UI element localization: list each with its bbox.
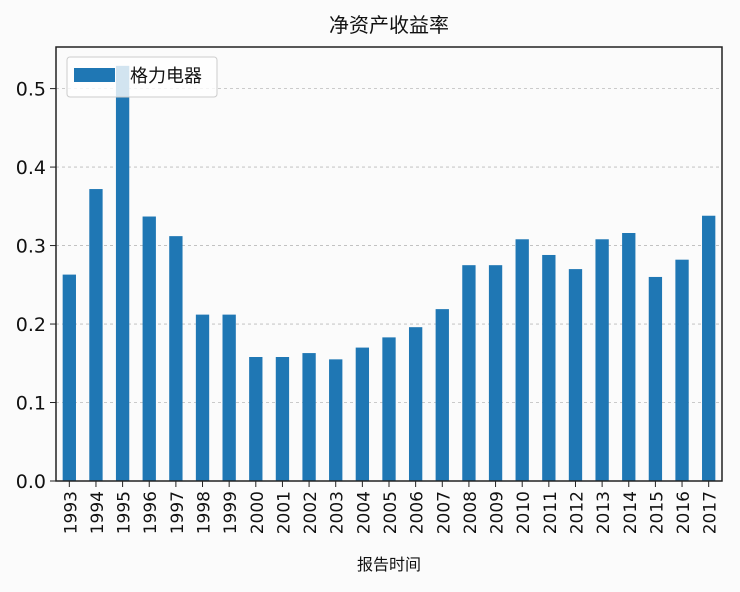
bar-2008 <box>462 265 476 481</box>
bar-2004 <box>355 347 370 481</box>
bar-2014 <box>622 233 636 481</box>
x-tick-label: 2007 <box>434 491 454 534</box>
x-tick-label: 2016 <box>674 491 694 534</box>
y-tick-label: 0.0 <box>16 471 46 493</box>
bar-1999 <box>222 314 236 481</box>
x-tick-label: 1998 <box>195 491 215 534</box>
bar-2012 <box>568 269 583 481</box>
x-tick-label: 2006 <box>408 491 428 534</box>
x-tick-label: 2000 <box>248 491 268 534</box>
x-tick-label: 2005 <box>381 491 401 534</box>
bar-2010 <box>515 239 529 481</box>
plot-frame <box>55 46 723 482</box>
bar-2001 <box>275 357 290 481</box>
legend-box <box>66 56 218 98</box>
bar-2011 <box>542 254 556 481</box>
x-tick-label: 2011 <box>541 491 561 534</box>
bar-2000 <box>249 357 263 481</box>
x-tick-label: 2003 <box>328 491 348 534</box>
legend-label: 格力电器 <box>130 66 202 87</box>
x-tick-label: 2002 <box>301 491 321 534</box>
bars <box>62 65 716 481</box>
x-axis-label: 报告时间 <box>357 555 421 574</box>
bar-1996 <box>142 216 156 481</box>
y-tick-label: 0.5 <box>16 79 46 101</box>
bar-2006 <box>408 327 423 481</box>
x-tick-label: 2008 <box>461 491 481 534</box>
x-tick-label: 2017 <box>701 491 721 534</box>
x-tick-label: 1999 <box>221 491 241 534</box>
x-tick-label: 1997 <box>168 491 188 534</box>
y-tick-label: 0.2 <box>16 314 46 336</box>
bar-2005 <box>382 337 396 481</box>
x-tick-label: 2013 <box>594 491 614 534</box>
legend: 格力电器 <box>66 56 218 98</box>
x-tick-label: 2004 <box>354 491 374 534</box>
x-tick-label: 1996 <box>141 491 161 534</box>
bar-1997 <box>169 236 183 481</box>
bar-2013 <box>595 239 609 481</box>
bar-2002 <box>302 353 316 481</box>
x-tick-label: 2015 <box>647 491 667 534</box>
x-tick-label: 1993 <box>61 491 81 534</box>
x-tick-label: 2010 <box>514 491 534 534</box>
x-tick-label: 2009 <box>488 491 508 534</box>
chart-title: 净资产收益率 <box>329 13 449 37</box>
bar-2009 <box>488 265 503 481</box>
y-tick-label: 0.1 <box>16 393 46 415</box>
axes: 0.0 0.1 0.2 0.3 0.4 0.5 1993 1994 1995 1996 1997 19… <box>16 46 723 534</box>
x-tick-label: 2012 <box>567 491 587 534</box>
bar-1993 <box>62 274 76 481</box>
bar-2016 <box>675 259 689 481</box>
x-tick-label: 2014 <box>621 491 641 534</box>
x-tick-label: 2001 <box>274 491 294 534</box>
bar-1998 <box>195 314 210 481</box>
bar-2007 <box>435 309 449 481</box>
legend-swatch <box>74 68 115 82</box>
bar-1995 <box>115 65 130 481</box>
bar-2017 <box>702 215 716 481</box>
y-tick-label: 0.3 <box>16 236 46 258</box>
bar-2015 <box>648 276 663 481</box>
x-tick-label: 1995 <box>115 491 135 534</box>
bar-1994 <box>89 189 103 481</box>
bar-2003 <box>329 359 343 481</box>
x-tick-label: 1994 <box>88 491 108 534</box>
y-tick-label: 0.4 <box>16 157 46 179</box>
